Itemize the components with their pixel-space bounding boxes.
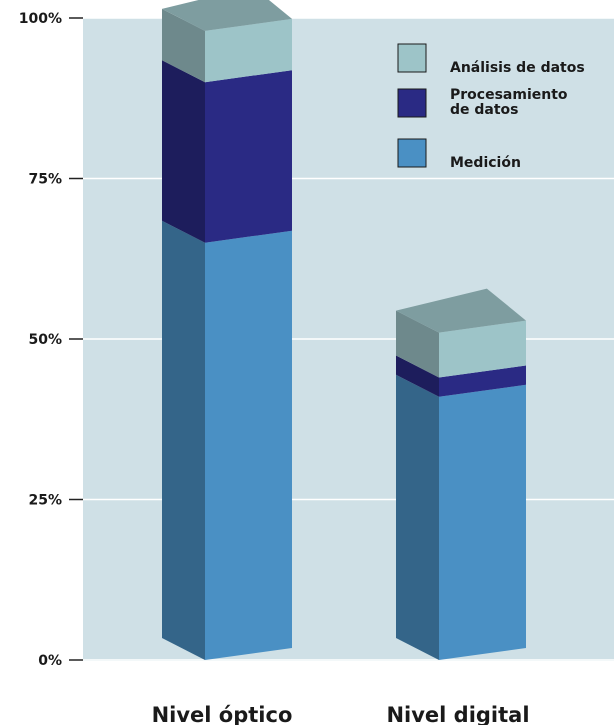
bar-segment-front (205, 230, 292, 660)
bar-segment-front (439, 365, 526, 397)
bar-segment-side (396, 310, 439, 378)
bar-segment-side (162, 220, 205, 660)
y-tick-label: 0% (38, 653, 62, 669)
bar-group (396, 288, 526, 660)
x-tick-label: Nivel óptico (152, 703, 293, 725)
bar-segment-side (162, 8, 205, 83)
bar-segment-side (162, 60, 205, 243)
legend-label: Medición (450, 155, 521, 171)
x-tick-label: Nivel digital (386, 703, 529, 725)
bar-segment-front (439, 384, 526, 660)
bars (162, 0, 526, 660)
bar-segment-front (439, 320, 526, 378)
bar-segment-side (396, 374, 439, 660)
legend-swatch (397, 138, 427, 168)
bar-segment-side (396, 355, 439, 397)
y-tick-label: 75% (28, 172, 62, 188)
legend-swatch (397, 43, 427, 73)
bar-top-face (396, 288, 526, 333)
y-tick-label: 100% (19, 11, 62, 27)
y-tick-label: 25% (28, 493, 62, 509)
legend-label: de datos (450, 102, 519, 118)
legend-label: Análisis de datos (450, 60, 585, 76)
legend-swatch (397, 88, 427, 118)
legend-label: Procesamiento (450, 87, 568, 103)
x-axis: Nivel óptico Nivel digital (152, 703, 530, 725)
bar-segment-front (205, 18, 292, 83)
bar-segment-front (205, 70, 292, 243)
bar-top-face (162, 0, 292, 31)
bar-group (162, 0, 292, 660)
y-axis: 0% 25% 50% 75% 100% (19, 11, 83, 669)
y-tick-label: 50% (28, 332, 62, 348)
